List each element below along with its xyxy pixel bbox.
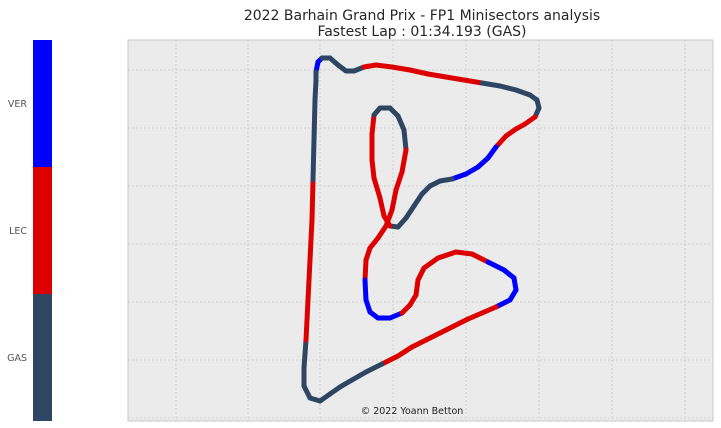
minisector-lec (309, 177, 316, 223)
colorbar-label-gas: GAS (7, 353, 27, 364)
colorbar-label-lec: LEC (9, 226, 27, 237)
minisector-lec (461, 77, 485, 86)
minisector-ver (485, 259, 507, 273)
plot-area (127, 39, 714, 422)
minisector-lec (437, 323, 457, 336)
minisector-lec (389, 64, 413, 73)
minisector-lec (362, 257, 369, 283)
minisector-ver (362, 277, 369, 303)
minisector-lec (395, 344, 415, 359)
colorbar-segment-ver (33, 40, 52, 167)
minisector-lec (379, 353, 401, 367)
minisector-lec (399, 147, 409, 175)
minisector-gas (349, 369, 369, 383)
minisector-lec (371, 175, 383, 201)
minisector-lec (421, 255, 441, 271)
minisector-lec (465, 310, 485, 322)
minisector-gas (497, 83, 519, 93)
minisector-lec (453, 249, 475, 257)
colorbar-label-ver: VER (8, 99, 28, 110)
minisector-lec (443, 74, 467, 83)
minisector-lec (409, 337, 429, 350)
minisector-gas (301, 337, 309, 371)
minisector-gas (312, 77, 319, 103)
chart-subtitle: Fastest Lap : 01:34.193 (GAS) (317, 24, 526, 40)
minisector-lec (305, 257, 313, 303)
minisector-lec (377, 195, 387, 219)
chart-title: 2022 Barhain Grand Prix - FP1 Minisector… (244, 8, 600, 24)
colorbar-segment-lec (33, 167, 52, 294)
minisector-gas (401, 127, 409, 153)
minisector-lec (369, 157, 377, 181)
colorbar-segment-gas (33, 294, 52, 421)
minisector-lec (383, 207, 395, 229)
credit-text: © 2022 Yoann Betton (361, 406, 464, 417)
minisector-gas (310, 137, 317, 183)
minisector-lec (451, 316, 471, 329)
minisector-gas (479, 80, 503, 89)
minisector-lec (407, 67, 431, 77)
minisector-lec (425, 71, 449, 80)
minisector-lec (303, 297, 311, 343)
minisector-lec (389, 187, 399, 213)
minisector-lec (373, 62, 395, 70)
minisector-lec (423, 330, 443, 343)
minisector-lec (479, 304, 499, 316)
track-outline (301, 55, 542, 404)
minisector-lec (393, 169, 405, 193)
minisector-lec (307, 217, 315, 263)
plot-background (127, 39, 714, 422)
minisector-gas (395, 113, 407, 133)
minisector-lec (435, 249, 459, 261)
minisector-ver (493, 297, 513, 310)
minisector-lec (469, 251, 491, 265)
driver-colorbar: VER LEC GAS (7, 40, 52, 421)
minisector-lec (369, 112, 377, 137)
minisector-gas (311, 97, 318, 143)
minisector-gas (363, 361, 385, 375)
minisector-lec (413, 277, 421, 298)
